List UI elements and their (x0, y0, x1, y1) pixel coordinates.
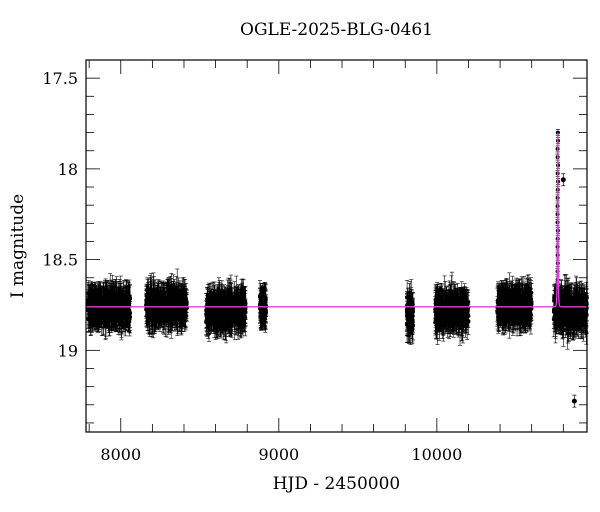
data-points (85, 129, 589, 408)
x-axis-label: HJD - 2450000 (272, 474, 401, 494)
model-curve (86, 132, 587, 308)
chart-title: OGLE-2025-BLG-0461 (240, 20, 433, 40)
x-axis: 8000 9000 10000 (88, 60, 564, 464)
plot-frame (85, 59, 588, 433)
